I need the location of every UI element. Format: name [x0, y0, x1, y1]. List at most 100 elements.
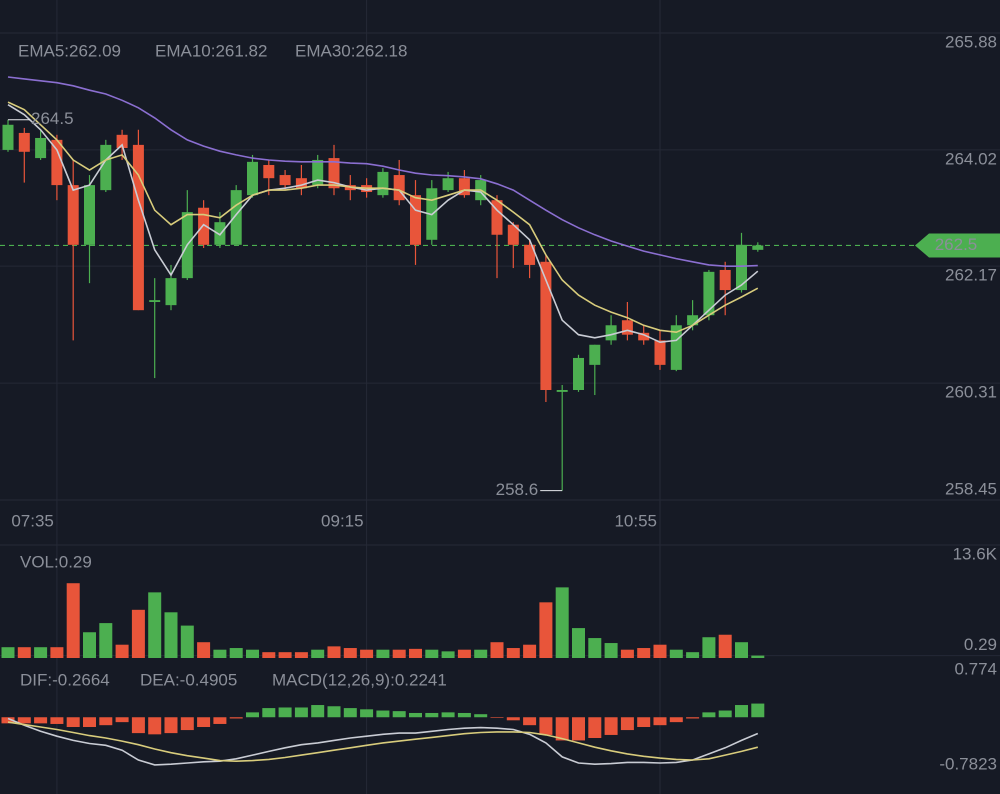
legend-label: EMA5:262.09 — [18, 41, 121, 60]
macd-bar — [229, 717, 243, 719]
x-tick-label: 09:15 — [321, 511, 364, 530]
volume-bar — [620, 649, 634, 658]
macd-legend: DIF:-0.2664 — [20, 670, 110, 689]
y-tick-label: 258.45 — [945, 479, 997, 498]
macd-bar — [311, 705, 325, 718]
legend-label: EMA30:262.18 — [295, 41, 407, 60]
volume-bar — [735, 642, 748, 658]
macd-bar — [17, 717, 31, 724]
macd-bar — [34, 717, 48, 724]
candle-body — [214, 222, 226, 245]
volume-bar — [311, 649, 325, 658]
macd-bar — [604, 717, 618, 735]
volume-bar — [457, 649, 471, 658]
macd-bar — [131, 717, 145, 734]
volume-bar — [686, 652, 700, 658]
candle-body — [638, 332, 650, 341]
macd-bar — [392, 711, 406, 718]
macd-bar — [213, 717, 227, 724]
macd-bar — [702, 712, 716, 718]
volume-bar — [702, 637, 716, 658]
macd-bar — [197, 717, 211, 728]
volume-bar — [604, 643, 618, 658]
macd-bar — [360, 709, 374, 718]
volume-bar — [99, 623, 113, 658]
candle-body — [132, 144, 144, 311]
ema-line — [7, 76, 758, 267]
volume-bar — [392, 649, 406, 658]
candle-body — [263, 164, 275, 179]
macd-legend: MACD(12,26,9):0.2241 — [272, 670, 447, 689]
candle-body — [654, 340, 666, 365]
macd-bar — [506, 717, 520, 721]
volume-bar — [50, 647, 64, 658]
macd-bar — [441, 712, 455, 718]
candle-body — [165, 278, 177, 306]
volume-bar — [360, 649, 374, 658]
macd-bar — [457, 712, 471, 718]
volume-bar — [409, 648, 422, 658]
ema-line — [7, 101, 759, 334]
macd-bar — [99, 717, 113, 726]
volume-bar — [1, 647, 15, 658]
macd-bar — [718, 710, 732, 718]
macd-bar — [115, 717, 129, 723]
macd-bar — [50, 717, 64, 724]
candle-body — [67, 185, 79, 245]
volume-bar — [653, 644, 667, 658]
volume-bar — [539, 602, 553, 658]
y-tick-label: 0.774 — [954, 659, 997, 678]
volume-bar — [376, 649, 390, 658]
volume-bar — [425, 649, 439, 658]
candle-body — [247, 161, 258, 196]
y-tick-label: 0.29 — [964, 635, 997, 654]
candle-body — [328, 158, 340, 189]
macd-bar — [637, 717, 651, 728]
macd-bar — [425, 712, 439, 718]
candle-body — [556, 390, 568, 392]
macd-bar — [246, 712, 259, 718]
candle-body — [312, 159, 324, 186]
macd-bar — [539, 717, 553, 735]
candle-body — [540, 261, 552, 391]
volume-bar — [669, 649, 683, 658]
volume-label: VOL:0.29 — [20, 552, 92, 571]
candle-body — [491, 200, 503, 235]
macd-bar — [327, 706, 341, 718]
macd-bar — [555, 717, 569, 741]
volume-bar — [164, 612, 178, 658]
candle-body — [116, 134, 128, 149]
candle-body — [670, 325, 682, 370]
macd-bar — [686, 717, 700, 719]
macd-legend: DEA:-0.4905 — [140, 670, 237, 689]
candle-body — [524, 244, 536, 265]
volume-bar — [278, 652, 292, 658]
candle-body — [51, 139, 63, 186]
candle-body — [458, 178, 470, 196]
price-tag — [915, 233, 1000, 258]
volume-bar — [180, 625, 194, 658]
price-tag-label: 262.5 — [935, 235, 978, 254]
candle-body — [84, 185, 95, 245]
macd-bar — [588, 717, 602, 739]
volume-bar — [506, 648, 520, 658]
volume-bar — [262, 652, 276, 658]
min-marker-label: 258.6 — [496, 480, 539, 499]
candle-body — [279, 175, 291, 186]
volume-bar — [588, 638, 602, 658]
y-tick-label: -0.7823 — [939, 754, 997, 773]
y-tick-label: 260.31 — [945, 383, 997, 402]
volume-bar — [343, 648, 357, 658]
candle-body — [198, 207, 210, 245]
macd-bar — [278, 707, 292, 718]
volume-bar — [490, 642, 504, 658]
candle-body — [752, 245, 764, 250]
y-tick-label: 264.02 — [945, 149, 997, 168]
y-tick-label: 13.6K — [953, 544, 998, 563]
volume-bar — [34, 647, 48, 658]
macd-line — [7, 721, 758, 763]
macd-bar — [572, 717, 585, 741]
